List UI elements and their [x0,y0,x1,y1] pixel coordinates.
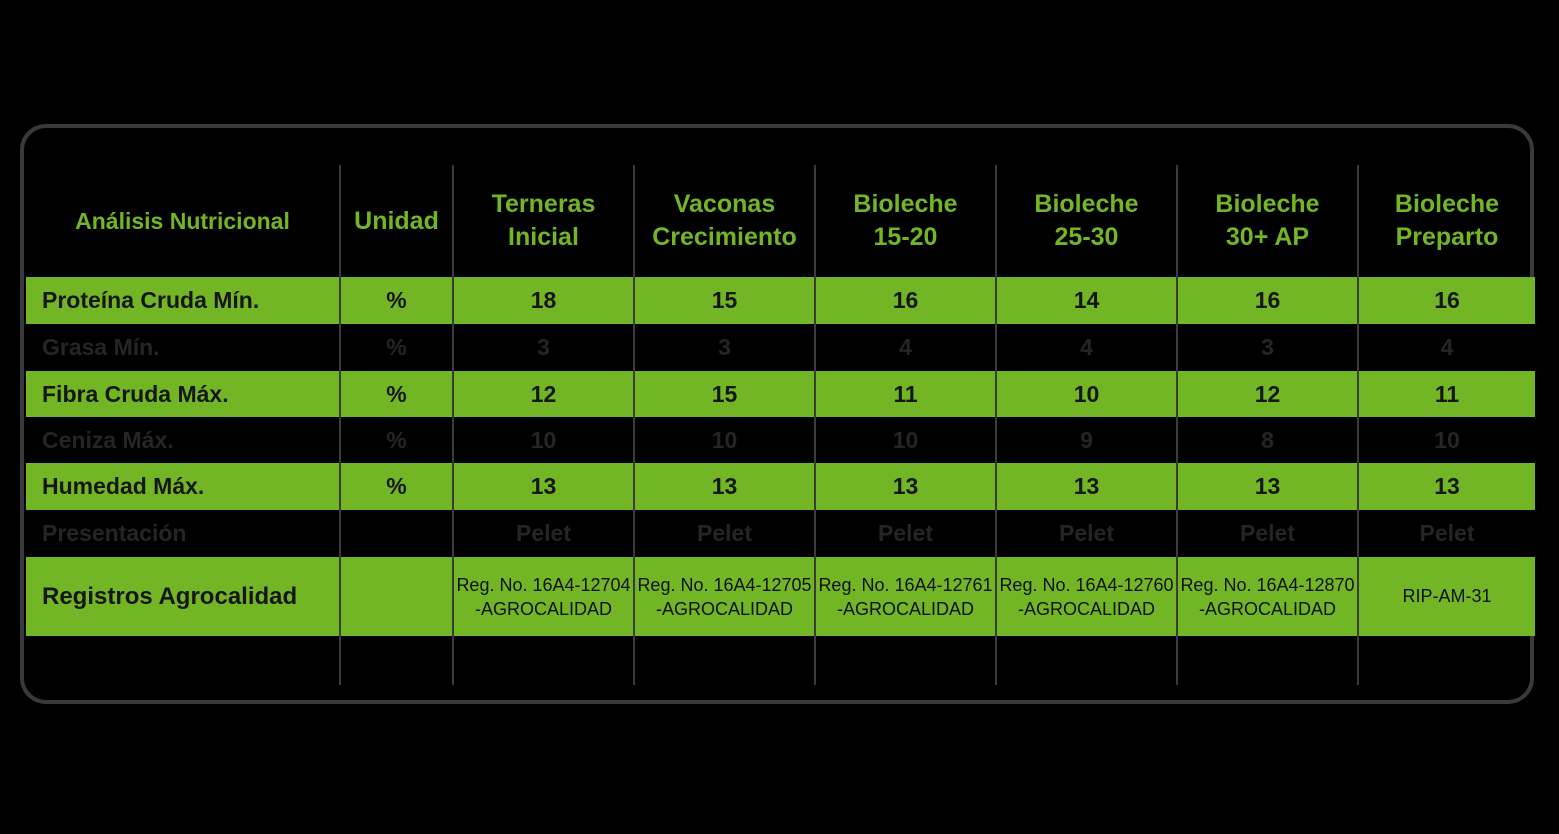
row-value: 3 [1261,334,1274,360]
row-value: 13 [711,473,738,499]
row-unit: % [386,334,407,360]
row-value: Pelet [697,520,752,546]
column-divider [633,165,635,685]
header-product: Vaconas Crecimiento [652,190,797,251]
row-label: Presentación [42,520,187,546]
table-row: Fibra Cruda Máx. % 12 15 11 10 12 11 [26,371,1535,417]
row-value: Pelet [1419,520,1475,546]
row-value: 13 [1254,473,1281,499]
row-value: 16 [892,287,919,313]
row-value: Pelet [516,520,571,546]
header-product: Bioleche 15-20 [853,190,958,251]
registro-value: RIP-AM-31 [1402,586,1492,606]
row-unit [341,510,452,557]
header-product: Bioleche 25-30 [1034,190,1139,251]
row-value: Pelet [1059,520,1114,546]
row-label: Grasa Mín. [42,334,160,360]
row-value: 18 [530,287,557,313]
row-value: 13 [530,473,557,499]
header-product: Bioleche Preparto [1394,190,1500,251]
registro-value: Reg. No. 16A4-12704 -AGROCALIDAD [456,574,631,619]
header-product: Terneras Inicial [491,190,596,251]
table-row: Ceniza Máx. % 10 10 10 9 8 10 [26,417,1535,463]
table-header-row: Análisis Nutricional Unidad Terneras Ini… [26,165,1535,277]
row-unit: % [386,426,407,453]
row-value: 11 [1434,380,1460,407]
table-row: Presentación Pelet Pelet Pelet Pelet Pel… [26,510,1535,557]
registro-value: Reg. No. 16A4-12705 -AGROCALIDAD [637,574,812,619]
row-label: Fibra Cruda Máx. [42,380,229,407]
row-label: Ceniza Máx. [42,426,174,453]
row-unit: % [386,380,407,407]
column-divider [814,165,816,685]
registro-value: Reg. No. 16A4-12761 -AGROCALIDAD [818,574,993,619]
table-row: Grasa Mín. % 3 3 4 4 3 4 [26,324,1535,371]
row-value: 12 [530,380,557,407]
row-value: 10 [530,426,557,453]
column-divider [995,165,997,685]
row-value: 13 [1434,473,1460,499]
row-value: 13 [892,473,919,499]
row-value: Pelet [878,520,933,546]
row-value: 16 [1434,287,1460,313]
row-value: 4 [899,334,912,360]
row-value: 3 [718,334,731,360]
column-divider [452,165,454,685]
row-unit: % [386,287,407,313]
row-value: 16 [1254,287,1281,313]
row-value: 10 [1434,426,1460,453]
row-value: 10 [711,426,738,453]
row-value: 3 [537,334,550,360]
row-value: 9 [1080,426,1093,453]
column-divider [1357,165,1359,685]
row-value: 15 [711,287,738,313]
row-value: 10 [1073,380,1100,407]
row-value: 11 [893,380,918,407]
row-label: Registros Agrocalidad [42,582,298,610]
header-analysis: Análisis Nutricional [75,207,290,234]
row-value: 4 [1080,334,1093,360]
row-value: Pelet [1240,520,1295,546]
registro-value: Reg. No. 16A4-12760 -AGROCALIDAD [999,574,1174,619]
row-value: 13 [1073,473,1100,499]
row-label: Proteína Cruda Mín. [42,287,260,313]
column-divider [339,165,341,685]
row-value: 10 [892,426,919,453]
row-value: 4 [1440,334,1454,360]
table-row: Humedad Máx. % 13 13 13 13 13 13 [26,463,1535,510]
row-unit: % [386,473,407,499]
row-value: 8 [1261,426,1274,453]
header-unit: Unidad [354,206,439,235]
column-divider [1176,165,1178,685]
registro-value: Reg. No. 16A4-12870 -AGROCALIDAD [1180,574,1355,619]
row-value: 14 [1073,287,1100,313]
header-product: Bioleche 30+ AP [1215,190,1320,251]
row-value: 15 [711,380,738,407]
row-label: Humedad Máx. [42,473,205,499]
table-row: Proteína Cruda Mín. % 18 15 16 14 16 16 [26,277,1535,324]
table-row-registros: Registros Agrocalidad Reg. No. 16A4-1270… [26,557,1535,636]
row-value: 12 [1254,380,1281,407]
